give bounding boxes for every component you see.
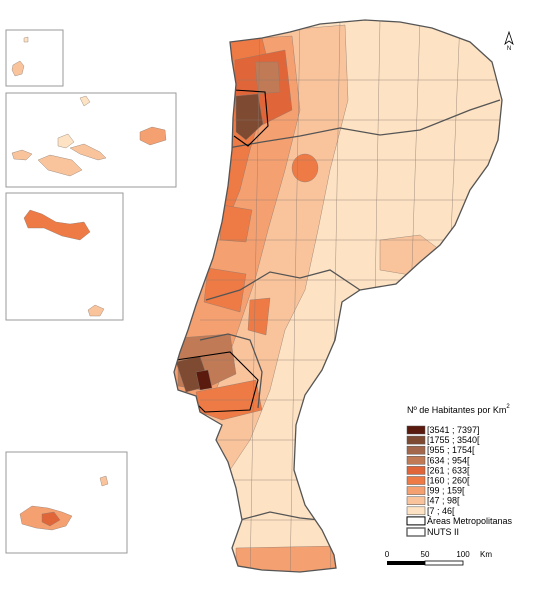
region xyxy=(235,545,341,572)
legend-label: Áreas Metropolitanas xyxy=(427,516,513,526)
region xyxy=(291,153,319,183)
legend-swatch xyxy=(406,496,426,505)
scale-label: 0 xyxy=(385,550,390,559)
islands xyxy=(11,36,167,531)
region xyxy=(254,61,281,95)
legend-swatch xyxy=(406,466,426,475)
island xyxy=(37,154,83,177)
legend-label: [955 ; 1754[ xyxy=(427,445,475,455)
island xyxy=(79,95,91,107)
scale-bar: Km 0 50 100 xyxy=(385,550,492,566)
inset-box xyxy=(5,451,128,554)
north-label: N xyxy=(507,46,511,52)
legend-swatch xyxy=(406,476,426,485)
island xyxy=(11,149,33,161)
region xyxy=(219,204,253,243)
scale-segment xyxy=(424,560,464,566)
mainland-outline xyxy=(173,19,503,573)
legend-swatch xyxy=(406,445,426,455)
island xyxy=(87,304,105,317)
legend-label: [634 ; 954[ xyxy=(427,455,470,465)
nuts-borders xyxy=(199,99,501,521)
island xyxy=(41,511,61,527)
inset-box xyxy=(5,92,177,188)
legend-label: [160 ; 260[ xyxy=(427,476,470,486)
scale-label: 100 xyxy=(456,550,470,559)
inset-box xyxy=(5,29,64,87)
island xyxy=(57,133,75,149)
legend-swatch xyxy=(406,435,426,445)
legend-label: [261 ; 633[ xyxy=(427,465,470,475)
legend-title: Nº de Habitantes por Km2 xyxy=(407,404,510,415)
legend-swatch xyxy=(406,527,426,537)
legend-title-text: Nº de Habitantes por Km xyxy=(407,405,506,415)
legend-swatch xyxy=(406,506,426,516)
legend-swatch xyxy=(406,456,426,465)
legend-label: [47 ; 98[ xyxy=(427,496,460,506)
legend-title-sup: 2 xyxy=(506,404,510,410)
legend-swatch xyxy=(406,486,426,495)
metro-borders xyxy=(175,89,269,413)
inset-box xyxy=(5,192,124,321)
region xyxy=(195,369,213,391)
legend-label: [3541 ; 7397] xyxy=(427,425,480,435)
legend-swatch xyxy=(406,425,426,435)
legend-swatch xyxy=(406,516,426,526)
island xyxy=(99,475,109,487)
scale-segment xyxy=(387,561,425,565)
island xyxy=(139,126,167,146)
island xyxy=(23,36,29,43)
arrow xyxy=(504,30,514,46)
scale-label: 50 xyxy=(421,550,430,559)
legend-label: [99 ; 159[ xyxy=(427,486,465,496)
region xyxy=(203,267,247,313)
legend-label: [1755 ; 3540[ xyxy=(427,435,480,445)
legend-label: [7 ; 46[ xyxy=(427,506,455,516)
legend: Nº de Habitantes por Km2 [3541 ; 7397][1… xyxy=(406,404,513,537)
island xyxy=(23,209,91,241)
island xyxy=(69,143,107,161)
scale-unit: Km xyxy=(480,550,492,559)
north-arrow: N xyxy=(504,30,514,52)
legend-label: NUTS II xyxy=(427,527,459,537)
region xyxy=(247,297,271,336)
region xyxy=(299,414,336,456)
region xyxy=(235,93,264,141)
island xyxy=(11,60,25,77)
